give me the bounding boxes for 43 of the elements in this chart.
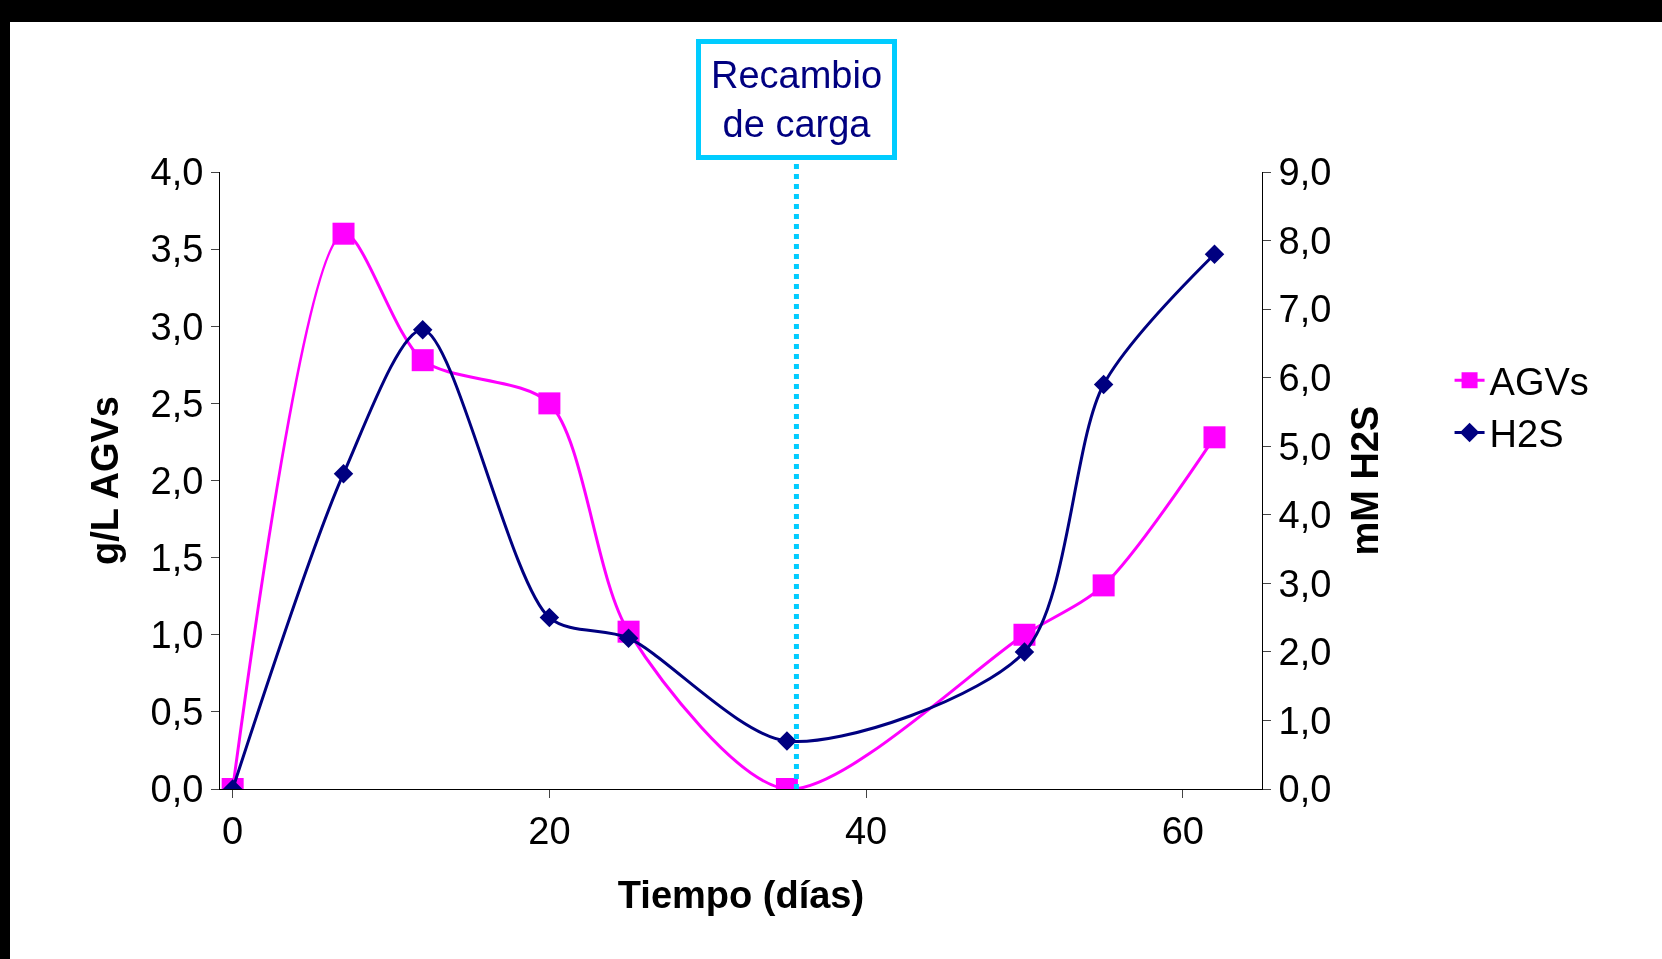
y2-tick-label: 5,0 xyxy=(1278,425,1332,468)
point xyxy=(1204,244,1225,265)
point xyxy=(332,222,355,245)
point xyxy=(1093,374,1114,395)
point xyxy=(1014,642,1035,662)
y-tick-label: 3,5 xyxy=(150,228,204,271)
point xyxy=(1203,426,1226,449)
point xyxy=(538,392,561,415)
y2-tick-label: 4,0 xyxy=(1278,494,1332,537)
y2-tick-label: 2,0 xyxy=(1278,631,1332,674)
x-tick-label: 0 xyxy=(222,809,244,852)
y2-tick-label: 7,0 xyxy=(1278,288,1332,331)
y2-tick-label: 9,0 xyxy=(1278,151,1332,194)
point xyxy=(618,628,639,648)
y-axis-title: g/L AGVs xyxy=(83,396,126,565)
y2-tick-label: 8,0 xyxy=(1278,219,1332,262)
point xyxy=(333,463,354,484)
point xyxy=(412,319,433,340)
point xyxy=(539,607,560,628)
y-tick-label: 1,0 xyxy=(150,614,204,657)
legend-label: H2S xyxy=(1489,413,1564,456)
y-tick-label: 1,5 xyxy=(150,536,204,579)
y-tick-label: 4,0 xyxy=(150,151,204,194)
y-tick-label: 0,0 xyxy=(150,768,204,811)
point xyxy=(777,731,797,751)
y-tick-label: 2,0 xyxy=(150,459,204,502)
point xyxy=(411,349,434,372)
x-tick-label: 60 xyxy=(1161,809,1204,852)
point xyxy=(1013,623,1036,646)
y2-tick-label: 6,0 xyxy=(1278,356,1332,399)
x-tick-label: 20 xyxy=(528,809,571,852)
y2-tick-label: 3,0 xyxy=(1278,562,1332,605)
y2-tick-label: 1,0 xyxy=(1278,699,1332,742)
y-tick-label: 3,0 xyxy=(150,305,204,348)
ref-line-label: Recambio de carga xyxy=(711,54,883,146)
y-tick-label: 0,5 xyxy=(150,691,204,734)
y2-tick-label: 0,0 xyxy=(1278,768,1332,811)
x-tick-label: 40 xyxy=(844,809,888,852)
legend-label: AGVs xyxy=(1489,360,1589,403)
y-tick-label: 2,5 xyxy=(150,382,204,425)
point xyxy=(1092,574,1115,597)
x-axis-title: Tiempo (días) xyxy=(617,873,865,916)
y2-axis-title: mM H2S xyxy=(1343,405,1386,556)
